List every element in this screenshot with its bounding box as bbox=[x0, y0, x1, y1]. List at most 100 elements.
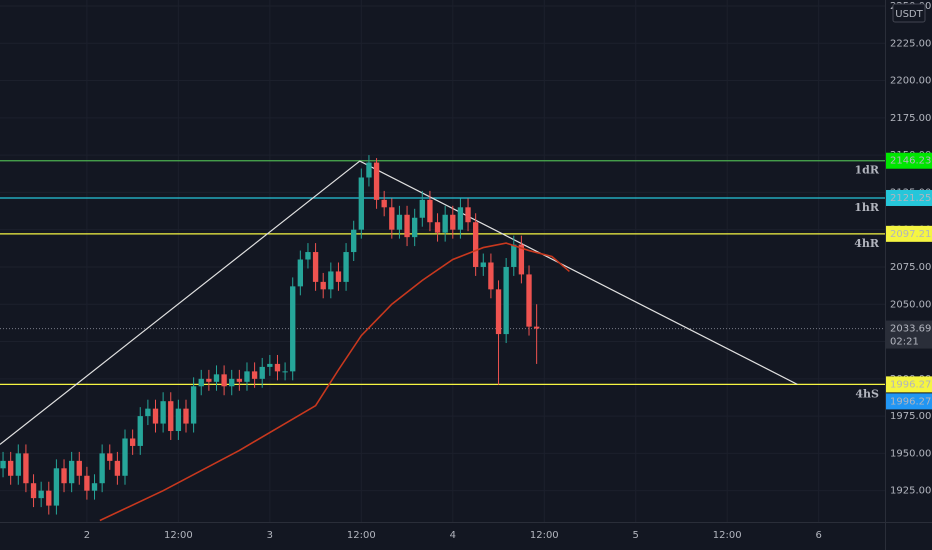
candle-body bbox=[450, 214, 456, 230]
candle-body bbox=[23, 453, 29, 484]
candle-body bbox=[282, 371, 288, 373]
candle-body bbox=[533, 326, 540, 329]
candle-body bbox=[419, 199, 425, 218]
candle-body bbox=[259, 366, 265, 379]
x-tick-label: 12:00 bbox=[530, 530, 559, 541]
candle-body bbox=[351, 229, 357, 253]
candle-body bbox=[190, 386, 197, 424]
level-name: 1hR bbox=[854, 201, 880, 214]
x-tick-label: 12:00 bbox=[164, 530, 193, 541]
candle-body bbox=[267, 363, 273, 367]
candle-body bbox=[61, 468, 67, 484]
candle-body bbox=[213, 374, 220, 382]
candle-body bbox=[457, 207, 464, 230]
candle-body bbox=[480, 262, 486, 267]
level-price-label: 2121.25 bbox=[890, 193, 931, 204]
candle-body bbox=[129, 438, 136, 446]
candle-body bbox=[434, 222, 441, 233]
candle-body bbox=[251, 371, 258, 379]
x-tick-label: 12:00 bbox=[713, 530, 742, 541]
candle-body bbox=[53, 468, 60, 506]
candle-body bbox=[206, 378, 212, 382]
candle-body bbox=[0, 460, 6, 469]
level-name: 4hS bbox=[855, 387, 879, 400]
price-box bbox=[886, 393, 932, 410]
unit: USDT bbox=[895, 9, 923, 20]
candle-body bbox=[343, 252, 349, 282]
level-name: 1dR bbox=[855, 164, 880, 177]
y-tick-label: 2075.00 bbox=[890, 262, 931, 273]
candle-body bbox=[389, 207, 395, 230]
candle-body bbox=[168, 401, 174, 432]
candle-body bbox=[221, 374, 227, 387]
candle-body bbox=[358, 177, 364, 230]
candle-body bbox=[328, 271, 334, 290]
price-label: 1996.27 bbox=[890, 396, 931, 407]
level-price-box bbox=[886, 376, 932, 393]
candle-body bbox=[404, 214, 410, 238]
candle-body bbox=[412, 217, 418, 238]
candle-body bbox=[30, 483, 37, 499]
level-name: 4hR bbox=[854, 237, 880, 250]
candle-body bbox=[503, 266, 509, 335]
level-price-box bbox=[886, 152, 932, 169]
candle-body bbox=[99, 453, 105, 484]
candle-body bbox=[518, 244, 525, 275]
candle-body bbox=[472, 222, 479, 267]
candle-body bbox=[76, 460, 82, 476]
candle-body bbox=[526, 274, 532, 327]
price-label: 2033.69 bbox=[890, 324, 931, 335]
y-tick-label: 2225.00 bbox=[890, 38, 931, 49]
candle-body bbox=[290, 286, 296, 372]
x-tick-label: 2 bbox=[84, 530, 90, 541]
candle-body bbox=[183, 408, 189, 424]
candle-body bbox=[274, 363, 281, 372]
candle-body bbox=[107, 453, 113, 461]
candle-body bbox=[373, 162, 380, 200]
candle-body bbox=[366, 162, 372, 178]
candle-body bbox=[396, 214, 403, 230]
candle-body bbox=[145, 408, 151, 417]
candle-body bbox=[381, 199, 387, 208]
candle-body bbox=[15, 453, 21, 476]
candle-body bbox=[495, 289, 502, 335]
y-tick-label: 2050.00 bbox=[890, 299, 931, 310]
trendline bbox=[0, 160, 798, 445]
candle-body bbox=[68, 460, 75, 484]
x-tick-label: 4 bbox=[450, 530, 456, 541]
candle-body bbox=[511, 244, 517, 267]
x-tick-label: 6 bbox=[815, 530, 821, 541]
level-price-label: 1996.27 bbox=[890, 379, 931, 390]
candle-body bbox=[229, 378, 235, 387]
countdown: 02:21 bbox=[890, 337, 919, 348]
candle-body bbox=[114, 460, 121, 476]
y-tick-label: 2200.00 bbox=[890, 76, 931, 87]
candle-body bbox=[122, 438, 128, 476]
level-price-label: 2097.21 bbox=[890, 229, 931, 240]
x-tick-label: 3 bbox=[267, 530, 273, 541]
candle-body bbox=[305, 252, 311, 260]
candle-body bbox=[198, 378, 204, 387]
candle-body bbox=[465, 207, 471, 223]
candle-body bbox=[442, 214, 448, 233]
candle-body bbox=[244, 371, 250, 382]
moving-average bbox=[99, 242, 570, 522]
unit-box[interactable] bbox=[892, 3, 926, 23]
x-tick-label: 12:00 bbox=[347, 530, 376, 541]
candle-body bbox=[427, 199, 433, 223]
y-tick-label: 1925.00 bbox=[890, 486, 931, 497]
candle-body bbox=[84, 475, 90, 491]
level-price-box bbox=[886, 189, 932, 206]
candle-body bbox=[91, 483, 98, 491]
y-tick-label: 1975.00 bbox=[890, 411, 931, 422]
candle-body bbox=[312, 252, 319, 282]
candle-body bbox=[152, 408, 159, 424]
candle-body bbox=[8, 460, 14, 476]
candle-body bbox=[297, 259, 304, 287]
candle-body bbox=[236, 378, 243, 382]
candle-body bbox=[488, 262, 494, 290]
candle-body bbox=[320, 281, 326, 290]
price-box bbox=[886, 320, 932, 349]
